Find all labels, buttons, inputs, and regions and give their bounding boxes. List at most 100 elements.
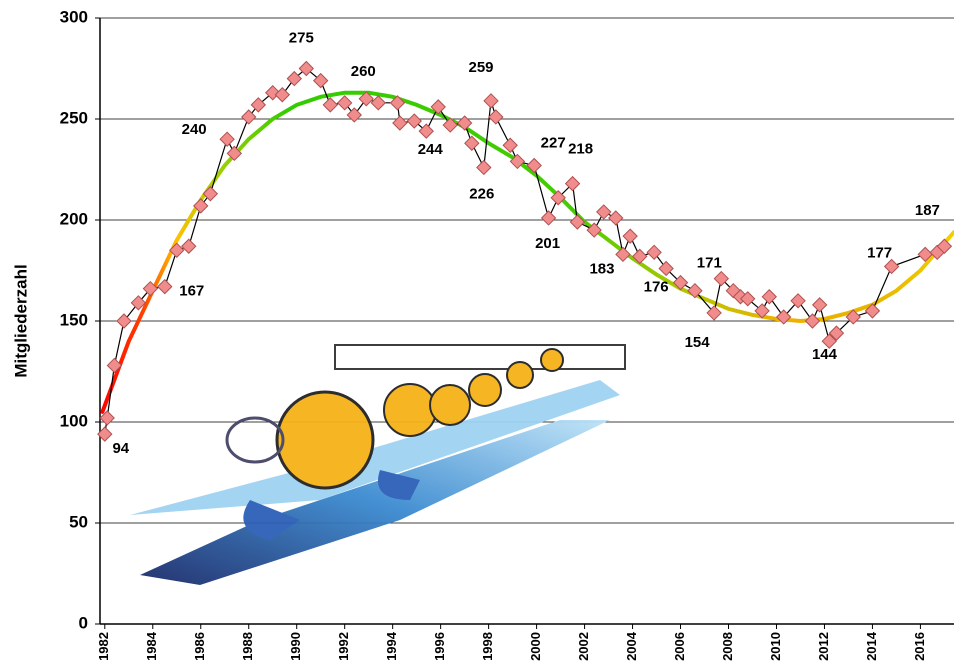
data-marker — [298, 60, 315, 77]
data-marker — [274, 87, 291, 103]
x-tick-label: 1984 — [144, 631, 159, 661]
y-tick-label: 200 — [60, 209, 88, 228]
x-tick-label: 2002 — [576, 632, 591, 661]
data-marker — [706, 305, 722, 321]
x-tick-label: 1992 — [336, 632, 351, 661]
x-tick-label: 2000 — [528, 632, 543, 661]
x-tick-label: 2006 — [672, 632, 687, 661]
data-label: 94 — [112, 440, 129, 457]
data-label: 171 — [697, 255, 722, 272]
data-label: 218 — [568, 141, 593, 158]
data-marker — [790, 293, 806, 309]
data-marker — [193, 198, 209, 214]
data-marker — [219, 131, 235, 147]
data-marker — [97, 426, 113, 442]
data-marker — [828, 325, 845, 341]
data-label: 244 — [418, 141, 444, 158]
x-tick-label: 1988 — [240, 632, 255, 661]
data-label: 275 — [289, 29, 314, 46]
data-marker — [754, 303, 770, 319]
y-axis-label: Mitgliederzahl — [11, 264, 30, 377]
data-label: 226 — [469, 185, 494, 202]
data-marker — [464, 135, 480, 151]
data-marker — [804, 313, 821, 329]
data-marker — [346, 107, 362, 123]
data-marker — [632, 248, 648, 265]
x-tick-label: 2016 — [912, 632, 927, 661]
y-tick-label: 0 — [79, 613, 88, 632]
data-marker — [336, 95, 353, 111]
data-marker — [370, 95, 386, 111]
data-marker — [226, 145, 243, 162]
illustration-ball — [383, 383, 437, 437]
data-label: 260 — [351, 63, 376, 80]
data-marker — [502, 137, 518, 153]
illustration-ball — [468, 373, 502, 407]
data-marker — [442, 117, 458, 133]
x-tick-label: 1996 — [432, 632, 447, 661]
data-marker — [775, 309, 792, 325]
data-marker — [550, 190, 566, 206]
data-label: 183 — [589, 260, 614, 277]
x-tick-label: 2014 — [864, 631, 879, 661]
data-marker — [99, 410, 115, 426]
illustration-racket — [225, 416, 285, 464]
data-marker — [181, 238, 197, 254]
data-marker — [389, 95, 406, 111]
data-marker — [358, 91, 374, 107]
data-marker — [883, 258, 900, 275]
data-marker — [608, 210, 624, 226]
data-marker — [586, 222, 602, 238]
data-label: 227 — [541, 134, 566, 151]
data-marker — [286, 70, 303, 87]
illustration-ball — [275, 390, 375, 490]
illustration-streak — [140, 420, 610, 585]
y-tick-label: 250 — [60, 108, 88, 127]
y-tick-label: 150 — [60, 310, 88, 329]
data-label: 187 — [915, 202, 940, 219]
illustration-ball — [506, 361, 534, 389]
x-tick-label: 1986 — [192, 632, 207, 661]
illustration-streak — [130, 380, 620, 515]
x-tick-label: 2012 — [816, 632, 831, 661]
data-label: 176 — [644, 278, 669, 295]
data-marker — [488, 109, 504, 125]
data-label: 154 — [685, 334, 711, 351]
y-tick-label: 300 — [60, 7, 88, 26]
data-marker — [936, 238, 953, 254]
illustration-ball — [429, 384, 471, 426]
x-tick-label: 2004 — [624, 631, 639, 661]
x-tick-label: 1982 — [96, 632, 111, 661]
data-marker — [312, 72, 329, 89]
data-marker — [456, 115, 473, 131]
data-marker — [622, 228, 638, 244]
data-label: 167 — [179, 283, 204, 300]
data-label: 201 — [535, 235, 560, 252]
x-tick-label: 1990 — [288, 632, 303, 661]
illustration-shoe — [378, 470, 420, 500]
data-label: 144 — [812, 346, 838, 363]
data-marker — [406, 113, 422, 129]
data-marker — [864, 303, 881, 319]
data-marker — [761, 289, 777, 305]
data-marker — [564, 175, 581, 192]
data-marker — [392, 115, 408, 131]
data-marker — [418, 123, 434, 139]
x-tick-label: 1994 — [384, 631, 399, 661]
data-marker — [142, 280, 159, 297]
data-marker — [811, 297, 828, 313]
data-marker — [116, 313, 132, 329]
data-marker — [241, 109, 257, 125]
x-tick-label: 2010 — [768, 632, 783, 661]
illustration-shoe — [243, 500, 300, 540]
data-marker — [526, 157, 542, 174]
data-marker — [569, 214, 586, 230]
x-tick-label: 1998 — [480, 632, 495, 661]
data-marker — [509, 153, 526, 170]
grid — [100, 17, 954, 625]
data-marker — [202, 186, 219, 202]
data-marker — [658, 260, 674, 277]
data-marker — [169, 242, 185, 259]
data-marker — [672, 274, 689, 291]
